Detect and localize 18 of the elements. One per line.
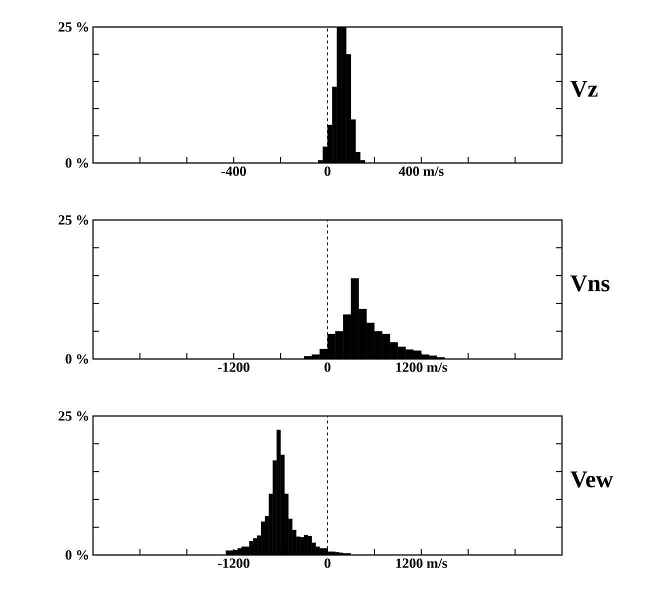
- x-tick-label: -400: [221, 166, 246, 176]
- y-tick-label: 0 %: [66, 550, 88, 560]
- x-tick-label: 1200 m/s: [396, 362, 448, 372]
- x-tick-label: -1200: [218, 362, 250, 372]
- x-tick-label: 0: [324, 558, 330, 568]
- y-tick-label: 25 %: [58, 411, 88, 421]
- text: Vz: [570, 81, 598, 98]
- text: Vns: [570, 276, 610, 292]
- x-tick-label: 0: [324, 166, 330, 176]
- x-tick-label: 1200 m/s: [396, 558, 448, 568]
- x-tick-label: 0: [324, 362, 330, 372]
- y-tick-label: 0 %: [66, 158, 88, 168]
- x-tick-label: -1200: [218, 558, 250, 568]
- y-tick-label: 0 %: [66, 354, 88, 364]
- x-tick-label: 400 m/s: [398, 166, 444, 176]
- y-tick-label: 25 %: [58, 215, 88, 225]
- y-tick-label: 25 %: [58, 22, 88, 32]
- text: Vew: [570, 472, 614, 488]
